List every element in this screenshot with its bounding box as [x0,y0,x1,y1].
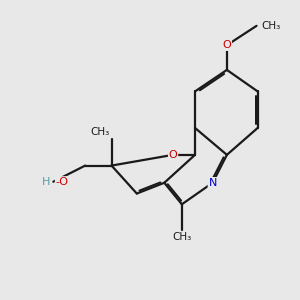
Text: CH₃: CH₃ [261,21,280,31]
Text: O: O [169,150,177,160]
Text: CH₃: CH₃ [91,127,110,137]
Text: N: N [208,178,217,188]
Text: O: O [223,40,231,50]
Text: CH₃: CH₃ [172,232,191,242]
Text: H: H [41,177,50,187]
Text: -O: -O [56,177,68,187]
